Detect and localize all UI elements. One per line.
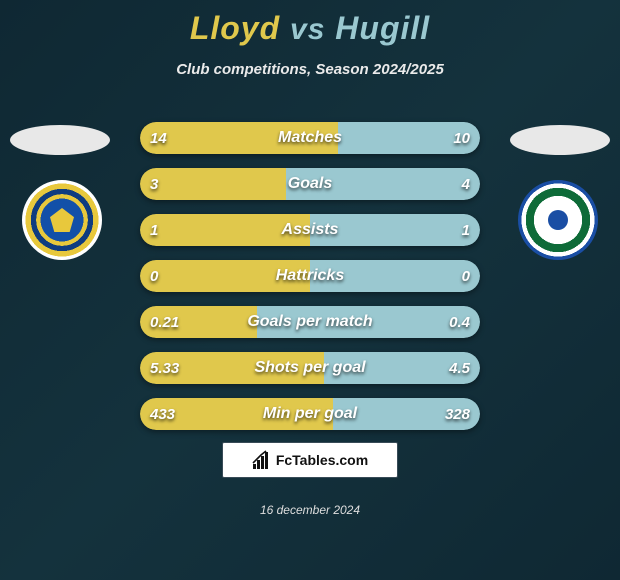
stat-label: Goals per match [140,306,480,338]
stats-bars: 1410Matches 34Goals 11Assists 00Hattricks 0.… [140,122,480,444]
stat-label: Min per goal [140,398,480,430]
fctables-logo-icon [252,450,272,470]
player2-name: Hugill [335,10,430,46]
player1-photo [10,125,110,155]
stat-row: 11Assists [140,214,480,246]
player1-club-badge [22,180,102,260]
stat-row: 433328Min per goal [140,398,480,430]
stat-label: Assists [140,214,480,246]
stat-label: Shots per goal [140,352,480,384]
stat-label: Matches [140,122,480,154]
date-line: 16 december 2024 [0,503,620,517]
stat-row: 00Hattricks [140,260,480,292]
stat-row: 34Goals [140,168,480,200]
subtitle: Club competitions, Season 2024/2025 [0,61,620,78]
stat-row: 1410Matches [140,122,480,154]
branding-text: FcTables.com [276,452,368,468]
player2-photo [510,125,610,155]
branding-box: FcTables.com [222,442,398,478]
stat-row: 0.210.4Goals per match [140,306,480,338]
page-title-block: Lloyd vs Hugill [0,0,620,47]
stat-label: Hattricks [140,260,480,292]
player2-club-badge [518,180,598,260]
stat-row: 5.334.5Shots per goal [140,352,480,384]
player1-name: Lloyd [190,10,280,46]
vs-label: vs [290,13,325,46]
title-row: Lloyd vs Hugill [0,10,620,47]
stat-label: Goals [140,168,480,200]
